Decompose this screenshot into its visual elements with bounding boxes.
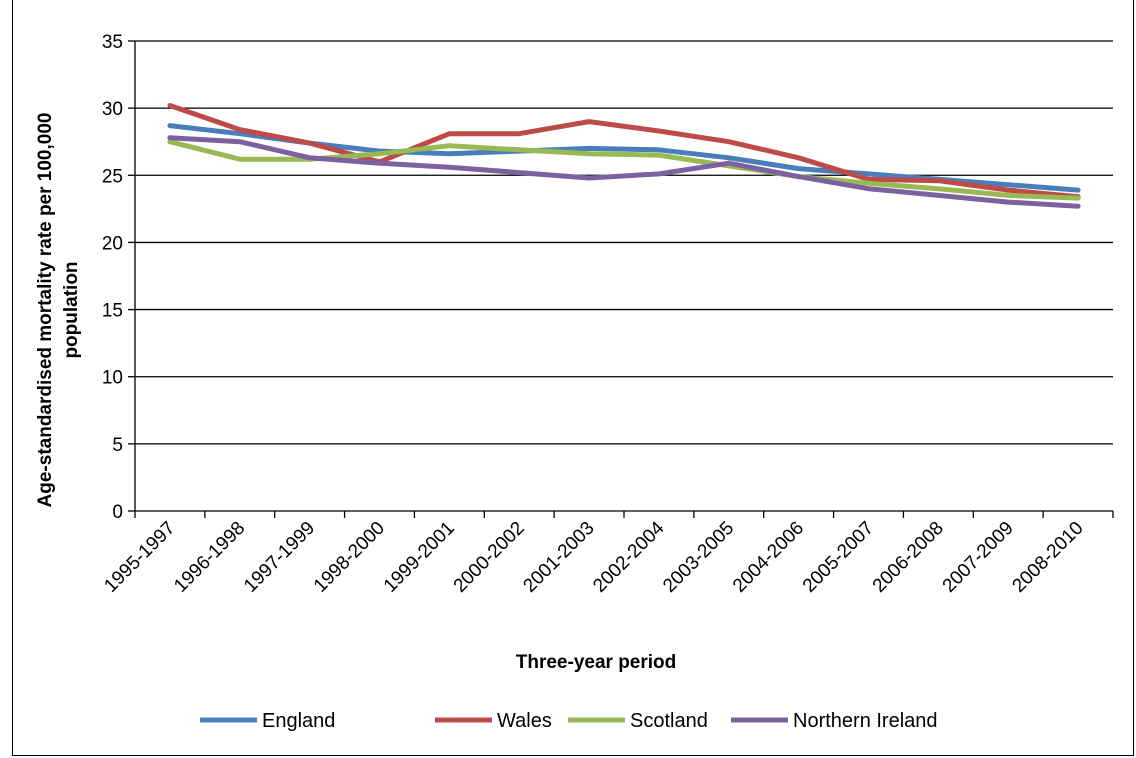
y-tick-label: 5 (112, 435, 123, 456)
x-tick-label: 1995-1997 (100, 518, 179, 597)
legend-label-scotland: Scotland (630, 710, 708, 732)
y-tick-label: 30 (102, 99, 123, 120)
x-axis-ticks: 1995-19971996-19981997-19991998-20001999… (100, 511, 1114, 597)
gridlines (135, 40, 1113, 445)
x-tick-label: 2003-2005 (659, 518, 738, 597)
y-tick-label: 20 (102, 233, 123, 254)
x-axis-title: Three-year period (516, 652, 677, 673)
y-tick-label: 15 (102, 301, 123, 322)
x-tick-label: 2008-2010 (1008, 518, 1087, 597)
y-tick-label: 35 (102, 32, 123, 53)
x-tick-label: 2002-2004 (589, 517, 668, 596)
y-tick-label: 25 (102, 166, 123, 187)
y-axis-title-line-1: Age-standardised mortality rate per 100,… (35, 113, 56, 508)
series-line-northern-ireland (167, 135, 1081, 209)
x-tick-label: 2001-2003 (519, 518, 598, 597)
x-tick-label: 2007-2009 (939, 518, 1018, 597)
x-tick-label: 1999-2001 (380, 518, 459, 597)
x-tick-label: 2000-2002 (450, 518, 529, 597)
x-tick-label: 1996-1998 (170, 518, 249, 597)
x-tick-label: 1997-1999 (240, 518, 319, 597)
axes (134, 41, 1113, 512)
series-lines (167, 103, 1081, 209)
legend-label-england: England (262, 710, 335, 732)
series-line-wales (167, 103, 1081, 200)
x-tick-label: 1998-2000 (310, 518, 389, 597)
legend-label-northern-ireland: Northern Ireland (793, 710, 938, 732)
legend-label-wales: Wales (497, 710, 552, 732)
y-axis-ticks: 0 5 10 15 20 25 30 35 (102, 32, 135, 523)
legend: England Wales Scotland Northern Ireland (200, 710, 938, 732)
x-tick-label: 2006-2008 (869, 518, 948, 597)
x-tick-label: 2005-2007 (799, 518, 878, 597)
x-tick-label: 2004-2006 (729, 518, 808, 597)
y-tick-label: 0 (112, 502, 123, 523)
y-tick-label: 10 (102, 368, 123, 389)
y-axis-title-line-2: population (61, 261, 82, 358)
